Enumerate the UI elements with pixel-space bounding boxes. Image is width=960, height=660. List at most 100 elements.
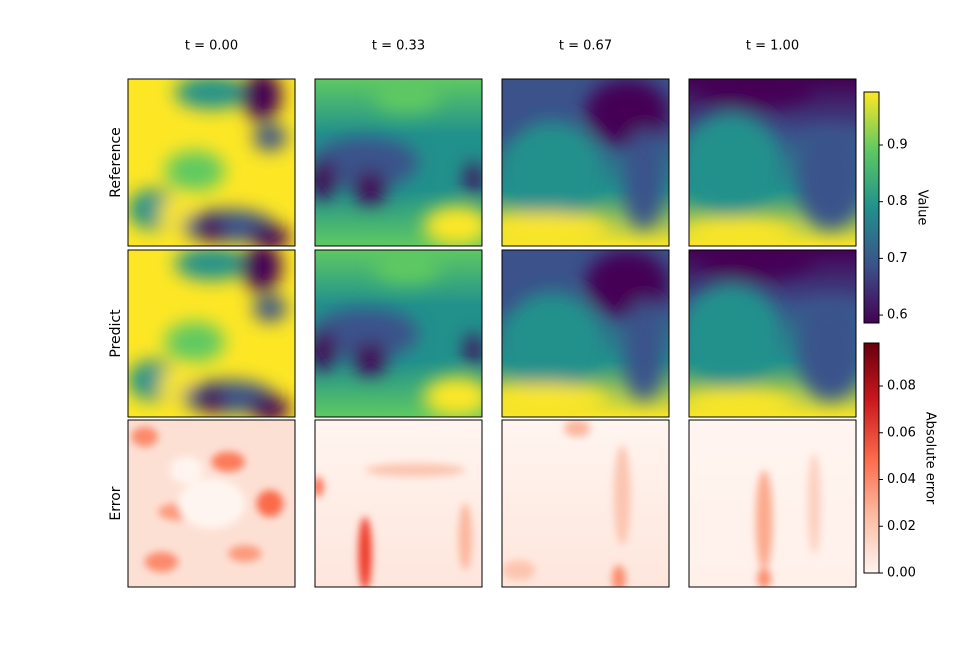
- blob: [315, 330, 337, 371]
- blob: [697, 250, 815, 279]
- blobs: [689, 250, 856, 417]
- panel-frame: [314, 78, 483, 247]
- heatmap-image: [689, 79, 856, 246]
- blob: [755, 470, 773, 571]
- blob: [158, 199, 192, 226]
- blob: [623, 129, 664, 230]
- blob: [353, 341, 387, 376]
- blobs: [755, 453, 821, 587]
- blob: [315, 476, 324, 497]
- blob: [174, 250, 249, 281]
- heatmap-image: [689, 420, 856, 587]
- blob: [353, 170, 387, 205]
- blobs: [502, 250, 669, 417]
- blob: [797, 129, 856, 230]
- blob: [689, 390, 798, 417]
- blob: [256, 490, 284, 517]
- blob: [253, 124, 287, 151]
- panel-frame: [314, 419, 483, 588]
- blob: [144, 551, 179, 572]
- blob: [502, 560, 536, 581]
- blob: [502, 383, 611, 417]
- panel-frame: [127, 78, 296, 247]
- blob: [465, 162, 482, 196]
- blob: [757, 568, 771, 587]
- blob: [563, 420, 591, 437]
- colorbar-tick-label: 0.6: [887, 308, 908, 323]
- panel-frame: [314, 249, 483, 418]
- blob: [158, 370, 192, 397]
- heatmap-image: [502, 420, 669, 587]
- column-title: t = 0.00: [185, 39, 238, 54]
- blob: [228, 545, 262, 562]
- row-label: Reference: [108, 127, 124, 198]
- blob: [689, 112, 781, 213]
- blob: [502, 291, 603, 392]
- blob: [211, 451, 245, 472]
- colorbar-tick-label: 0.8: [887, 194, 908, 209]
- blobs: [502, 79, 669, 246]
- colorbar-tick-label: 0.08: [887, 379, 916, 394]
- row-label: Error: [108, 486, 124, 520]
- blob: [241, 250, 282, 292]
- blobs: [128, 250, 290, 417]
- blob: [689, 283, 781, 384]
- blob: [249, 395, 290, 417]
- blob: [585, 250, 669, 317]
- blobs: [315, 250, 482, 417]
- blob: [797, 300, 856, 401]
- blob: [502, 212, 611, 246]
- blob: [315, 308, 419, 359]
- panel-frame: [688, 419, 857, 588]
- colorbar-tick-label: 0.7: [887, 251, 908, 266]
- panel-frame: [501, 249, 670, 418]
- colorbar-label: Value: [915, 190, 930, 226]
- blob: [689, 219, 798, 246]
- blob: [164, 321, 225, 362]
- image-bg: [502, 420, 669, 587]
- heatmap-image: [315, 420, 482, 587]
- blobs: [502, 420, 631, 587]
- blob: [131, 426, 159, 447]
- blob: [423, 376, 482, 417]
- blob: [315, 159, 337, 200]
- colorbar-label: Absolute error: [923, 412, 938, 505]
- blob: [697, 79, 815, 108]
- blob: [365, 463, 466, 477]
- blob: [358, 516, 372, 587]
- blob: [178, 478, 245, 529]
- colorbar-tick-label: 0.02: [887, 519, 916, 534]
- blob: [169, 456, 204, 484]
- blob: [612, 565, 626, 587]
- blob: [198, 386, 225, 414]
- blob: [465, 333, 482, 367]
- colorbar: [863, 91, 880, 324]
- blob: [241, 79, 282, 121]
- blob: [502, 120, 603, 221]
- blobs: [315, 463, 472, 587]
- heatmap-image: [128, 79, 295, 246]
- panel-frame: [127, 249, 296, 418]
- heatmap-image: [315, 79, 482, 246]
- panel-frame: [501, 78, 670, 247]
- blob: [458, 503, 472, 571]
- panel-frame: [688, 78, 857, 247]
- blob: [807, 453, 821, 554]
- blob: [198, 215, 225, 243]
- heatmap-image: [128, 250, 295, 417]
- column-title: t = 0.67: [559, 39, 612, 54]
- blob: [613, 445, 631, 546]
- column-title: t = 0.33: [372, 39, 425, 54]
- blob: [174, 79, 249, 110]
- blob: [373, 250, 441, 284]
- row-label: Predict: [108, 309, 124, 358]
- colorbar-tick-label: 0.04: [887, 472, 916, 487]
- column-title: t = 1.00: [746, 39, 799, 54]
- blobs: [128, 79, 290, 246]
- blob: [164, 150, 225, 191]
- blobs: [131, 426, 284, 572]
- blob: [423, 205, 482, 246]
- blob: [585, 79, 669, 146]
- heatmap-image: [502, 79, 669, 246]
